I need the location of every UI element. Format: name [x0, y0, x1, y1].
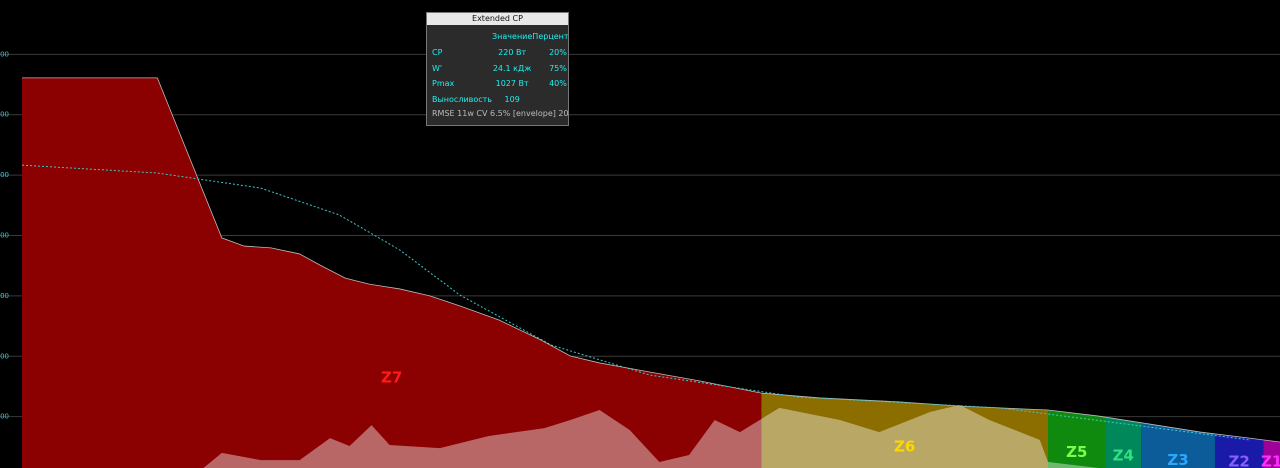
- y-tick-label: 400: [0, 352, 9, 360]
- tooltip-table: ЗначениеПерцентиль CP 220 Вт 20% W' 24.1 кДж…: [432, 29, 569, 108]
- tooltip-cell: 220 Вт: [498, 48, 527, 58]
- zone-label: Z6: [894, 438, 915, 456]
- zone-label: Z5: [1066, 443, 1087, 461]
- tooltip-cell: CP: [432, 48, 443, 58]
- tooltip-cell: [532, 92, 568, 108]
- zone-label: Z7: [381, 368, 402, 386]
- zone-area: [1263, 439, 1280, 468]
- curve-outline: [22, 77, 1280, 443]
- tooltip-footer: RMSE 11w CV 6.5% [envelope] 2070: [432, 109, 569, 119]
- y-tick-label: 1400: [0, 50, 9, 58]
- y-tick-label: 600: [0, 292, 9, 300]
- zone-label: Z2: [1228, 453, 1249, 468]
- tooltip-cell: W': [432, 63, 443, 73]
- tooltip-title: Extended CP: [427, 13, 568, 25]
- zone-area: [1141, 422, 1215, 468]
- zone-area: [22, 77, 762, 468]
- tooltip-cell: Pmax: [432, 79, 455, 89]
- tooltip-cell: 40%: [549, 79, 567, 89]
- header-cell: Перцентиль: [532, 32, 569, 42]
- tooltip-cell: 1027 Вт: [495, 79, 529, 89]
- zone-area: [1105, 417, 1142, 468]
- header-cell: Значение: [492, 32, 533, 42]
- model-curve: [21, 164, 1250, 441]
- y-tick-label: 200: [0, 413, 9, 421]
- tooltip-cell: Выносливость: [432, 95, 493, 105]
- zone-label: Z1: [1261, 453, 1280, 468]
- y-tick-label: 800: [0, 232, 9, 240]
- zone-area: [1048, 410, 1106, 468]
- zone-area: [1214, 433, 1264, 468]
- tooltip-cell: 109: [504, 95, 520, 105]
- zone-label: Z3: [1167, 451, 1188, 468]
- zone-area: [761, 393, 1049, 468]
- tooltip-cell: 24.1 кДж: [492, 63, 532, 73]
- tooltip: Extended CP ЗначениеПерцентиль CP 220 Вт 2…: [426, 12, 569, 126]
- tooltip-cell: 75%: [549, 63, 567, 73]
- tooltip-cell: 20%: [549, 48, 567, 58]
- zone-label: Z4: [1113, 446, 1134, 464]
- y-tick-label: 1000: [0, 171, 9, 179]
- y-tick-label: 1200: [0, 111, 9, 119]
- ride-area: [22, 404, 1099, 468]
